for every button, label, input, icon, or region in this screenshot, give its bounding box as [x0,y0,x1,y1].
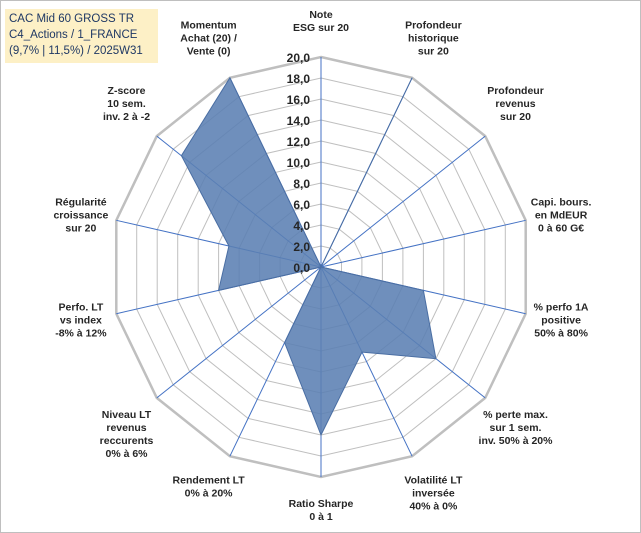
axis-label-line: 10 sem. [107,98,146,110]
axis-label-line: Z-score [108,85,146,97]
axis-label-line: Ratio Sharpe [289,498,354,510]
tick-label: 20,0 [287,51,311,65]
axis-label: Profondeur historique sur 20 [405,19,462,57]
tick-label: 10,0 [287,156,311,170]
axis-label: Profondeur revenus sur 20 [487,85,544,123]
axis-label: Note ESG sur 20 [293,9,349,34]
tick-label: 14,0 [287,114,311,128]
axis-label-line: inv. 50% à 20% [479,435,554,447]
tick-label: 6,0 [293,198,310,212]
axis-label: Z-score 10 sem. inv. 2 à -2 [103,85,150,123]
tick-label: 2,0 [293,240,310,254]
axis-label-line: croissance [53,210,108,222]
axis-label-line: en MdEUR [535,210,588,222]
axis-label: Capi. bours. en MdEUR 0 à 60 G€ [531,197,592,235]
axis-label-line: 50% à 80% [534,328,588,340]
axis-label-line: sur 20 [500,111,531,123]
tick-label: 8,0 [293,177,310,191]
tick-label: 18,0 [287,72,311,86]
axis-label-line: Volatilité LT [404,475,463,487]
axis-label-line: historique [408,32,459,44]
axis-label-line: % perfo 1A [534,302,589,314]
axis-label-line: Vente (0) [187,45,231,57]
axis-label: Momentum Achat (20) / Vente (0) [180,19,237,57]
axis-label-line: sur 1 sem. [490,422,542,434]
axis-label-line: Niveau LT [102,409,152,421]
title-line-3: (9,7% | 11,5%) / 2025W31 [9,45,143,57]
axis-label-line: 0 à 1 [309,511,333,523]
axis-label-line: sur 20 [418,45,449,57]
axis-label-line: Achat (20) / [180,32,237,44]
axis-label: Volatilité LT inversée 40% à 0% [404,475,463,513]
axis-label-line: % perte max. [483,409,548,421]
axis-label-line: revenus [495,98,535,110]
axis-label: Régularité croissance sur 20 [53,197,108,235]
axis-label-line: 0% à 20% [185,488,234,500]
radar-tick-labels: 0,0 2,0 4,0 6,0 8,0 10,0 12,0 14,0 16,0 18,0 20,0 [287,51,311,275]
axis-label-line: Capi. bours. [531,197,592,209]
axis-label-line: Rendement LT [173,475,246,487]
axis-label-line: Régularité [55,197,107,209]
axis-label: Niveau LT revenus reccurents 0% à 6% [100,409,154,460]
tick-label: 4,0 [293,219,310,233]
axis-label: % perfo 1A positive 50% à 80% [534,302,589,340]
chart-title-box: CAC Mid 60 GROSS TR C4_Actions / 1_FRANC… [5,9,158,63]
axis-label-line: 0% à 6% [105,448,148,460]
radar-series [180,76,437,437]
title-line-1: CAC Mid 60 GROSS TR [9,13,135,25]
axis-label: Rendement LT 0% à 20% [173,475,246,500]
axis-spoke [320,219,526,268]
radar-axis-labels: Note ESG sur 20 Profondeur historique sur 20… [53,9,591,523]
tick-label: 12,0 [287,135,311,149]
axis-label-line: Profondeur [405,19,462,31]
axis-label: Perfo. LT vs index -8% à 12% [55,302,107,340]
axis-label-line: sur 20 [65,223,96,235]
axis-label-line: revenus [106,422,146,434]
axis-label-line: 0 à 60 G€ [538,223,584,235]
axis-label-line: Profondeur [487,85,544,97]
title-line-2: C4_Actions / 1_FRANCE [9,29,138,41]
axis-label-line: reccurents [100,435,154,447]
axis-spoke [156,266,322,399]
axis-label-line: -8% à 12% [55,328,107,340]
tick-label: 16,0 [287,93,311,107]
axis-label-line: Perfo. LT [59,302,104,314]
axis-label-line: Momentum [181,19,237,31]
axis-label: Ratio Sharpe 0 à 1 [289,498,354,523]
axis-label-line: inversée [412,488,455,500]
axis-spoke [320,135,486,268]
axis-label-line: 40% à 0% [409,501,458,513]
axis-label: % perte max. sur 1 sem. inv. 50% à 20% [479,409,554,447]
tick-label: 0,0 [293,261,310,275]
axis-label-line: positive [541,315,581,327]
axis-label-line: ESG sur 20 [293,22,349,34]
axis-label-line: vs index [60,315,102,327]
series-area [180,76,437,437]
axis-label-line: inv. 2 à -2 [103,111,150,123]
axis-label-line: Note [309,9,332,21]
